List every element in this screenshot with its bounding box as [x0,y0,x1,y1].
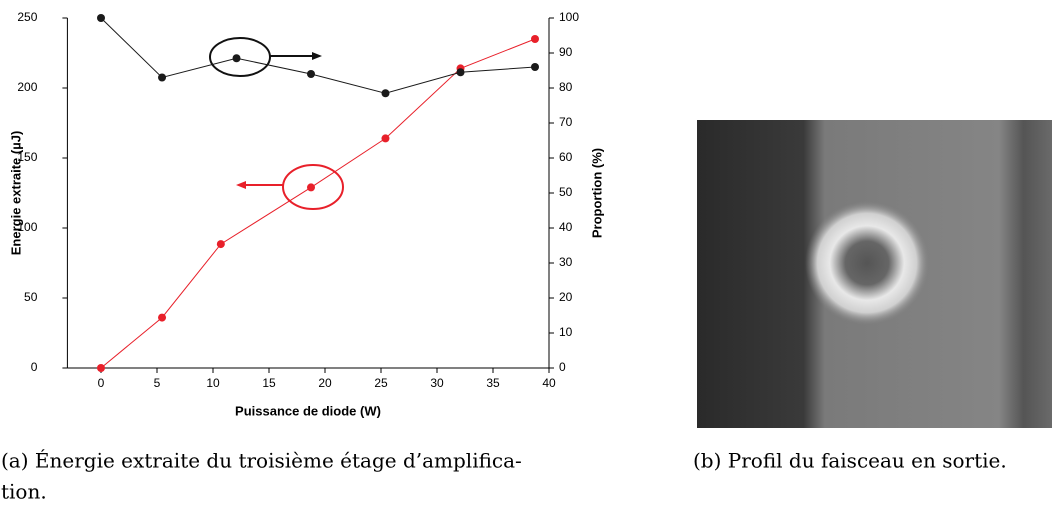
x-axis-title: Puissance de diode (W) [235,403,381,418]
data-point [531,35,539,43]
x-tick-label: 5 [154,376,161,390]
y-tick-label: 200 [17,80,37,94]
y-tick-label: 100 [17,220,37,234]
y2-tick-label: 50 [559,185,573,199]
annotations [209,37,344,210]
y-axis-title: Energie extraite (µJ) [8,131,23,256]
y2-tick-label: 70 [559,115,573,129]
y2-tick-label: 20 [559,290,573,304]
data-point [456,68,465,77]
beam-photo [697,120,1052,428]
y-tick-label: 250 [17,10,37,24]
x-tick-label: 10 [206,376,220,390]
data-point [531,63,539,71]
y2-tick-label: 40 [559,220,573,234]
x-tick-label: 20 [318,376,332,390]
y2-tick-label: 60 [559,150,573,164]
y2-tick-label: 100 [559,10,579,24]
data-point [381,89,390,98]
data-point [232,54,241,63]
y2-axis-title: Proportion (%) [589,148,604,238]
data-point [216,240,225,249]
y2-tick-label: 80 [559,80,573,94]
y2-tick-label: 0 [559,360,566,374]
y-tick-label: 0 [31,360,38,374]
caption-b: (b) Profil du faisceau en sortie. [693,449,1007,473]
x-tick-label: 30 [430,376,444,390]
x-tick-label: 0 [98,376,105,390]
data-point [307,70,315,78]
data-point [97,14,105,22]
x-tick-label: 25 [374,376,388,390]
series-line [100,38,536,369]
y-tick-label: 150 [17,150,37,164]
data-point [97,364,105,372]
data-point [381,134,390,143]
data-point [158,73,167,82]
data-point [307,183,315,192]
y2-tick-label: 30 [559,255,573,269]
y-tick-label: 50 [24,290,38,304]
y2-tick-label: 10 [559,325,573,339]
y2-tick-label: 90 [559,45,573,59]
x-tick-label: 35 [486,376,500,390]
data-point [158,313,167,322]
caption-a: (a) Énergie extraite du troisième étage … [1,449,522,473]
caption-a: tion. [1,480,47,504]
x-tick-label: 40 [542,376,556,390]
x-tick-label: 15 [262,376,276,390]
